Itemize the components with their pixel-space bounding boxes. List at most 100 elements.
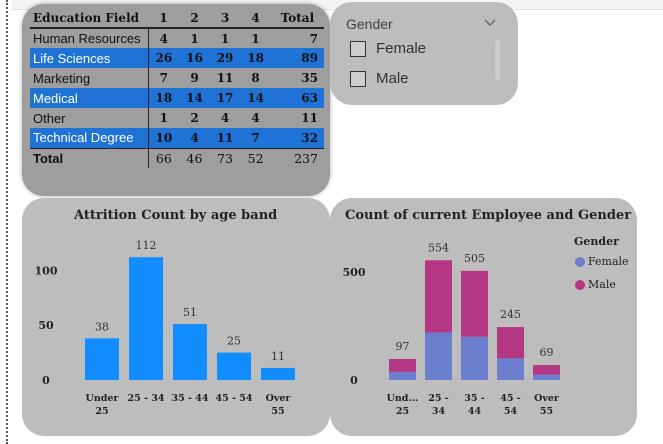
matrix-cell: 7 bbox=[240, 128, 271, 148]
x-tick-label: 25 - bbox=[428, 393, 449, 404]
matrix-field-label: Human Resources bbox=[30, 28, 149, 48]
bar bbox=[217, 352, 251, 380]
employee-gender-chart-card: Count of current Employee and Gender 0 50… bbox=[330, 198, 637, 436]
x-tick-label: 34 bbox=[432, 406, 446, 417]
matrix-field-label: Life Sciences bbox=[30, 48, 149, 68]
legend-dot-female bbox=[575, 256, 585, 267]
bar-segment-female bbox=[389, 371, 416, 380]
matrix-cell: 52 bbox=[240, 147, 271, 168]
legend-label: Female bbox=[588, 255, 629, 268]
legend-dot-male bbox=[575, 279, 585, 290]
matrix-header-total[interactable]: Total bbox=[270, 8, 324, 29]
matrix-row[interactable]: Life Sciences 26 16 29 18 89 bbox=[30, 48, 324, 68]
matrix-cell: 7 bbox=[159, 71, 169, 85]
matrix-cell: 4 bbox=[251, 111, 260, 125]
data-label: 112 bbox=[136, 239, 157, 252]
matrix-row[interactable]: Technical Degree 10 4 11 7 32 bbox=[30, 128, 324, 148]
matrix-header-field[interactable]: Education Field bbox=[30, 8, 148, 29]
x-tick-label: 25 bbox=[396, 406, 409, 417]
matrix-row[interactable]: Other 1 2 4 4 11 bbox=[30, 108, 324, 128]
matrix-cell: 73 bbox=[209, 147, 241, 168]
matrix-row[interactable]: Human Resources 4 1 1 1 7 bbox=[30, 28, 324, 48]
attrition-age-chart-card: Attrition Count by age band 0 50 100 38 Unde… bbox=[22, 198, 330, 436]
slicer-option-label: Female bbox=[376, 40, 427, 57]
matrix-cell: 2 bbox=[190, 111, 199, 125]
matrix-cell: 11 bbox=[209, 128, 241, 148]
slicer-option-male[interactable]: Male bbox=[350, 70, 409, 87]
matrix-header-row: Education Field 1 2 3 4 Total bbox=[30, 8, 324, 29]
matrix-header-col[interactable]: 1 bbox=[148, 8, 180, 29]
x-tick-label: 55 bbox=[540, 406, 553, 417]
chart-title: Attrition Count by age band bbox=[74, 208, 278, 223]
matrix-cell-total: 89 bbox=[270, 48, 324, 68]
matrix-cell: 18 bbox=[240, 48, 271, 68]
matrix-cell-total: 35 bbox=[301, 71, 318, 85]
legend-item-male[interactable]: Male bbox=[575, 278, 616, 291]
chevron-down-icon[interactable] bbox=[482, 15, 498, 31]
matrix-cell: 17 bbox=[209, 88, 241, 108]
matrix-row[interactable]: Medical 18 14 17 14 63 bbox=[30, 88, 324, 108]
matrix-cell: 29 bbox=[209, 48, 241, 68]
slicer-option-label: Male bbox=[376, 70, 409, 87]
matrix-cell: 14 bbox=[240, 88, 271, 108]
data-label: 38 bbox=[95, 320, 109, 333]
data-label: 25 bbox=[227, 335, 241, 348]
matrix-cell-total: 11 bbox=[301, 111, 318, 125]
data-label: 97 bbox=[396, 340, 410, 353]
x-tick-label: 25 - 34 bbox=[128, 393, 165, 404]
bar bbox=[129, 257, 163, 380]
data-label: 245 bbox=[500, 308, 521, 321]
x-tick-label: 45 - bbox=[500, 393, 521, 404]
matrix-header-col[interactable]: 2 bbox=[179, 8, 210, 29]
slicer-scrollbar[interactable] bbox=[495, 40, 500, 80]
female-checkbox[interactable] bbox=[350, 40, 366, 57]
matrix-field-label: Marketing bbox=[30, 68, 149, 88]
matrix-cell-total: 7 bbox=[309, 31, 318, 46]
matrix-cell: 4 bbox=[179, 128, 210, 148]
bar-segment-male bbox=[389, 359, 416, 372]
matrix-cell-total: 63 bbox=[270, 88, 324, 108]
legend-item-female[interactable]: Female bbox=[575, 255, 629, 268]
matrix-cell: 16 bbox=[179, 48, 210, 68]
y-tick-label: 0 bbox=[350, 374, 358, 387]
male-checkbox[interactable] bbox=[350, 70, 366, 87]
matrix-cell: 26 bbox=[148, 48, 180, 68]
dotted-divider bbox=[6, 0, 8, 444]
matrix-header-col[interactable]: 3 bbox=[209, 8, 241, 29]
data-label: 505 bbox=[464, 252, 485, 265]
education-matrix-card: Education Field 1 2 3 4 Total Human Reso… bbox=[22, 4, 330, 196]
data-label: 69 bbox=[540, 346, 554, 359]
slicer-option-female[interactable]: Female bbox=[350, 40, 426, 57]
matrix-cell: 10 bbox=[148, 128, 180, 148]
x-tick-label: Under bbox=[86, 393, 120, 404]
matrix-cell: 1 bbox=[251, 31, 260, 46]
matrix-total-row: Total 66 46 73 52 237 bbox=[30, 147, 324, 168]
matrix-cell: 46 bbox=[179, 147, 210, 168]
matrix-cell: 1 bbox=[159, 111, 169, 125]
matrix-header-col[interactable]: 4 bbox=[240, 8, 271, 29]
attrition-bar-chart: 0 50 100 38 Under 25 112 25 - 34 51 35 - 44 25 45 -… bbox=[35, 239, 295, 417]
matrix-cell-total: 32 bbox=[270, 128, 324, 148]
matrix-cell: 4 bbox=[220, 111, 230, 125]
x-tick-label: 25 bbox=[95, 406, 108, 417]
x-tick-label: 55 bbox=[271, 406, 284, 417]
bar-segment-female bbox=[461, 336, 488, 380]
legend-title: Gender bbox=[574, 235, 619, 248]
bar bbox=[85, 338, 119, 380]
x-tick-label: 35 - 44 bbox=[172, 393, 209, 404]
matrix-row[interactable]: Marketing 7 9 11 8 35 bbox=[30, 68, 324, 88]
x-tick-label: Over bbox=[266, 393, 292, 404]
matrix-cell: 18 bbox=[148, 88, 180, 108]
employee-gender-stacked-chart: 0 500 97 Und... 25 554 25 - 34 505 35 - 44 245 45 - 5… bbox=[343, 241, 560, 417]
bar-segment-female bbox=[533, 374, 560, 380]
slicer-title: Gender bbox=[346, 16, 393, 32]
x-tick-label: 44 bbox=[468, 406, 482, 417]
matrix-field-label: Technical Degree bbox=[30, 128, 149, 148]
bar-segment-male bbox=[497, 327, 524, 359]
matrix-cell: 1 bbox=[190, 31, 199, 46]
matrix-cell-total: 237 bbox=[270, 147, 324, 168]
y-tick-label: 100 bbox=[35, 264, 58, 277]
bar-segment-male bbox=[425, 260, 452, 333]
matrix-field-label: Other bbox=[30, 108, 149, 128]
y-tick-label: 500 bbox=[343, 266, 366, 279]
